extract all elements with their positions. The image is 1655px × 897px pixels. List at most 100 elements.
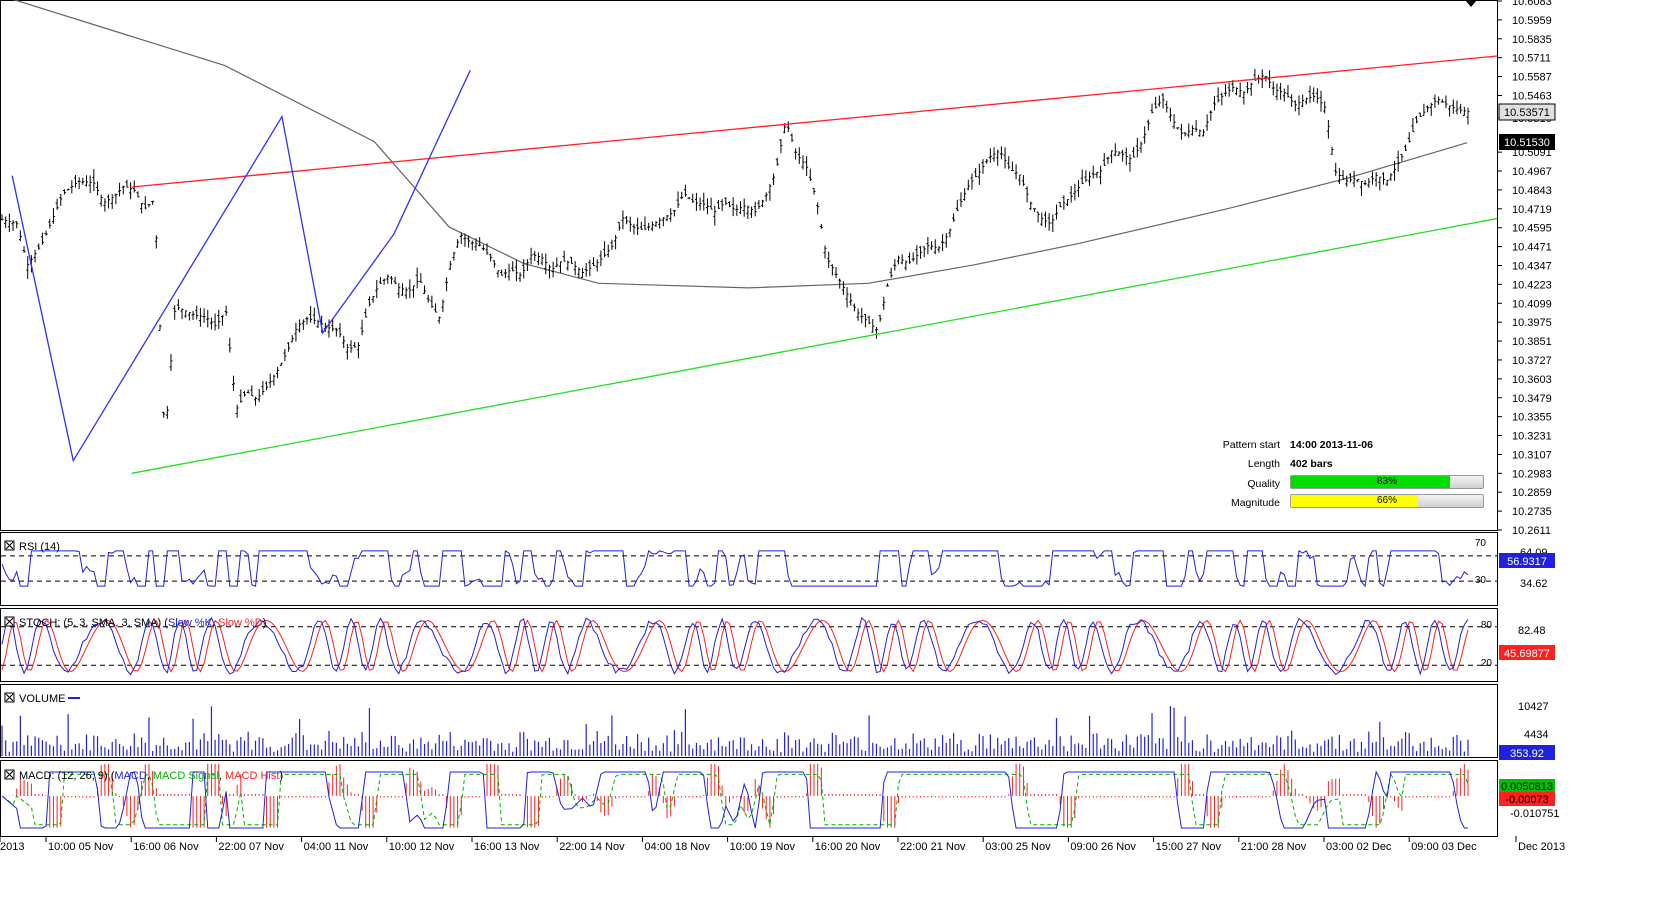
candle (897, 255, 901, 265)
candle (1036, 211, 1040, 223)
price-tick-label: 10.4347 (1512, 261, 1552, 273)
candle (617, 221, 621, 231)
candle (584, 263, 588, 277)
candle (312, 307, 316, 325)
candle (1224, 84, 1228, 97)
candle (768, 183, 772, 201)
current-price-marker: 10.53571 (1498, 103, 1556, 121)
candle (750, 206, 754, 218)
candle (187, 312, 191, 321)
candle (654, 220, 658, 227)
candle (566, 260, 570, 271)
candle (702, 192, 706, 211)
candle (1451, 99, 1455, 114)
macd-axis-low: -0.010751 (1510, 808, 1560, 820)
candle (1128, 154, 1132, 172)
candle (1422, 103, 1426, 117)
candle (588, 259, 592, 277)
candle (180, 308, 184, 320)
candle (1135, 137, 1139, 158)
candle (911, 252, 915, 262)
candle (933, 239, 937, 255)
volume-axis-high: 10427 (1518, 701, 1549, 713)
candle (1176, 127, 1180, 130)
candle (452, 251, 456, 261)
candle (478, 237, 482, 247)
time-tick-label: 10:00 05 Nov (48, 841, 114, 853)
scroll-end-icon[interactable] (1465, 0, 1477, 7)
time-tick-label: 22:00 14 Nov (559, 841, 625, 853)
candle (908, 252, 912, 264)
candle (1066, 199, 1070, 206)
candle (1268, 70, 1272, 89)
candle (1304, 97, 1308, 105)
candle (753, 201, 757, 217)
candle (610, 239, 614, 250)
volume-axis-mid: 4434 (1524, 729, 1548, 741)
price-tick-label: 10.3975 (1512, 317, 1552, 329)
time-tick-label: 16:00 06 Nov (133, 841, 199, 853)
candle (573, 261, 577, 276)
candle (764, 192, 768, 202)
candle (1455, 100, 1459, 115)
candle (459, 232, 463, 244)
candle (1154, 96, 1158, 109)
candle (62, 189, 66, 195)
candle (643, 216, 647, 231)
candle (1021, 175, 1025, 186)
candle (121, 185, 125, 195)
candle (805, 156, 809, 177)
candle (430, 295, 434, 308)
candle (878, 314, 882, 322)
candle (963, 188, 967, 201)
candle (1032, 208, 1036, 212)
candle (794, 148, 798, 160)
candle (1150, 103, 1154, 114)
candle (489, 253, 493, 262)
candle (1183, 132, 1187, 137)
price-tick-label: 10.4843 (1512, 185, 1552, 197)
candle (871, 319, 875, 333)
candle (154, 235, 158, 249)
candle (423, 285, 427, 294)
candle (1389, 173, 1393, 181)
candle (1411, 118, 1415, 133)
candle (1194, 120, 1198, 132)
candle (334, 327, 338, 337)
candle (823, 245, 827, 259)
candle (812, 187, 816, 195)
candle (66, 188, 70, 191)
candle (206, 309, 210, 328)
macd-title-group: MACD: (12, 26, 9) (MACD, MACD Signal, MA… (4, 769, 283, 782)
candle (456, 239, 460, 248)
time-tick-label: 22:00 21 Nov (900, 841, 966, 853)
pattern-start-label: Pattern start (1222, 439, 1280, 451)
candle (1124, 147, 1128, 166)
support-line (131, 217, 1498, 474)
macd-current-marker (1499, 779, 1555, 793)
candle (915, 245, 919, 265)
candle (290, 335, 294, 343)
candle (525, 259, 529, 271)
candle (1040, 212, 1044, 227)
candle (195, 305, 199, 320)
candle (705, 198, 709, 215)
candle (1315, 88, 1319, 104)
candle (1161, 93, 1165, 109)
price-tick-label: 10.2735 (1512, 506, 1552, 518)
candle (404, 287, 408, 299)
time-tick-label: 16:00 20 Nov (815, 841, 881, 853)
candle (1326, 120, 1330, 139)
macd-hist-current-marker (1499, 792, 1555, 806)
pattern-info: Pattern start 14:00 2013-11-06 Length 40… (1160, 437, 1490, 517)
candle (1238, 82, 1242, 98)
stoch-title: STOCH: (5, 3, SMA, 3, SMA) (19, 617, 161, 629)
candle (283, 348, 287, 362)
candle (1374, 172, 1378, 187)
volume-title: VOLUME (19, 693, 65, 705)
candle (551, 261, 555, 278)
candle (412, 285, 416, 298)
candle (761, 199, 765, 208)
candle (1415, 116, 1419, 124)
quality-value: 83% (1376, 476, 1397, 487)
